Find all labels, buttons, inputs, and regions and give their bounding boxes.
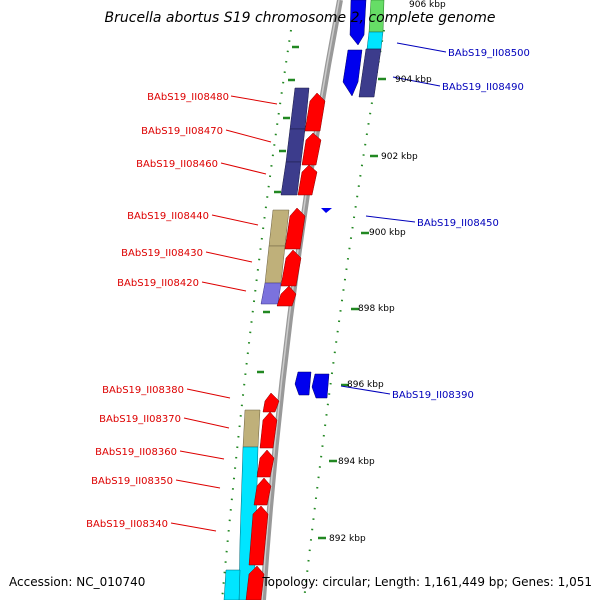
gene-feature-cog[interactable] [268, 209, 290, 247]
leader-line [186, 388, 231, 399]
gene-feature-forward[interactable] [256, 449, 275, 478]
gene-feature-cog[interactable] [223, 569, 241, 600]
gene-feature-reverse[interactable] [342, 49, 363, 97]
gene-label[interactable]: BAbS19_II08350 [91, 476, 173, 487]
tick-label: 904 kbp [395, 75, 432, 85]
gene-feature-cog[interactable] [280, 161, 302, 196]
gene-label[interactable]: BAbS19_II08460 [136, 159, 218, 170]
leader-line [205, 251, 253, 263]
gene-label[interactable]: BAbS19_II08470 [141, 126, 223, 137]
gene-feature-reverse[interactable] [321, 208, 332, 213]
gene-cluster-08460 [280, 87, 326, 196]
gene-cluster-08420 [260, 207, 332, 307]
gene-label[interactable]: BAbS19_II08360 [95, 447, 177, 458]
gene-label[interactable]: BAbS19_II08450 [417, 218, 499, 229]
gene-feature-forward[interactable] [301, 132, 322, 166]
gene-feature-forward[interactable] [253, 477, 272, 506]
gene-feature-reverse[interactable] [294, 371, 312, 396]
leader-line [225, 129, 272, 143]
gene-feature-forward[interactable] [297, 164, 318, 196]
gene-label[interactable]: BAbS19_II08340 [86, 519, 168, 530]
gene-feature-reverse[interactable] [349, 0, 367, 46]
leader-line [396, 42, 447, 53]
gene-label[interactable]: BAbS19_II08440 [127, 211, 209, 222]
gene-label[interactable]: BAbS19_II08420 [117, 278, 199, 289]
gene-label[interactable]: BAbS19_II08370 [99, 414, 181, 425]
gene-feature-cog[interactable] [264, 245, 286, 284]
map-title: Brucella abortus S19 chromosome 2, compl… [105, 10, 496, 26]
gene-cluster-08340 [223, 392, 280, 600]
leader-line [170, 522, 217, 532]
leader-line [365, 215, 416, 223]
topology-text: Topology: circular; Length: 1,161,449 bp… [261, 575, 592, 589]
gene-label[interactable]: BAbS19_II08500 [448, 48, 530, 59]
leader-line [183, 417, 230, 429]
forward-gene-labels: BAbS19_II08480 BAbS19_II08470 BAbS19_II0… [86, 92, 229, 530]
leader-line [220, 162, 267, 175]
leader-line [201, 281, 247, 292]
gene-feature-forward[interactable] [304, 92, 326, 132]
gene-label[interactable]: BAbS19_II08490 [442, 82, 524, 93]
gene-feature-forward[interactable] [276, 285, 297, 307]
gene-feature-forward[interactable] [280, 249, 302, 287]
tick-label: 906 kbp [409, 0, 446, 10]
leader-line [340, 385, 391, 395]
gene-feature-reverse[interactable] [311, 373, 330, 399]
leader-line [211, 214, 259, 226]
reverse-gene-labels: BAbS19_II08500 BAbS19_II08490 BAbS19_II0… [392, 48, 530, 401]
gene-feature-cog[interactable] [242, 409, 261, 448]
gene-feature-cog[interactable] [366, 31, 384, 50]
gene-feature-forward[interactable] [262, 392, 280, 413]
gene-feature-cog[interactable] [260, 282, 282, 305]
gene-feature-forward[interactable] [245, 565, 265, 600]
tick-labels: 906 kbp 904 kbp 902 kbp 900 kbp 898 kbp … [329, 0, 446, 544]
gene-feature-forward[interactable] [259, 411, 278, 449]
tick-label: 900 kbp [369, 228, 406, 238]
gene-label[interactable]: BAbS19_II08390 [392, 390, 474, 401]
tick-label: 894 kbp [338, 457, 375, 467]
gene-feature-forward[interactable] [248, 505, 269, 566]
gene-cluster-top [342, 0, 385, 98]
tick-label: 892 kbp [329, 534, 366, 544]
leader-line [179, 450, 225, 460]
gene-cluster-08390 [294, 371, 330, 399]
gene-label[interactable]: BAbS19_II08430 [121, 248, 203, 259]
tick-label: 898 kbp [358, 304, 395, 314]
gene-label[interactable]: BAbS19_II08480 [147, 92, 229, 103]
leader-lines [170, 42, 447, 532]
leader-line [175, 479, 221, 489]
gene-feature-cog[interactable] [285, 128, 306, 163]
accession-text: Accession: NC_010740 [9, 575, 145, 589]
tick-label: 902 kbp [381, 152, 418, 162]
leader-line [392, 76, 441, 87]
gene-feature-forward[interactable] [284, 207, 306, 250]
gene-feature-cog[interactable] [358, 48, 382, 98]
tick-label: 896 kbp [347, 380, 384, 390]
gene-label[interactable]: BAbS19_II08380 [102, 385, 184, 396]
leader-line [230, 95, 278, 105]
